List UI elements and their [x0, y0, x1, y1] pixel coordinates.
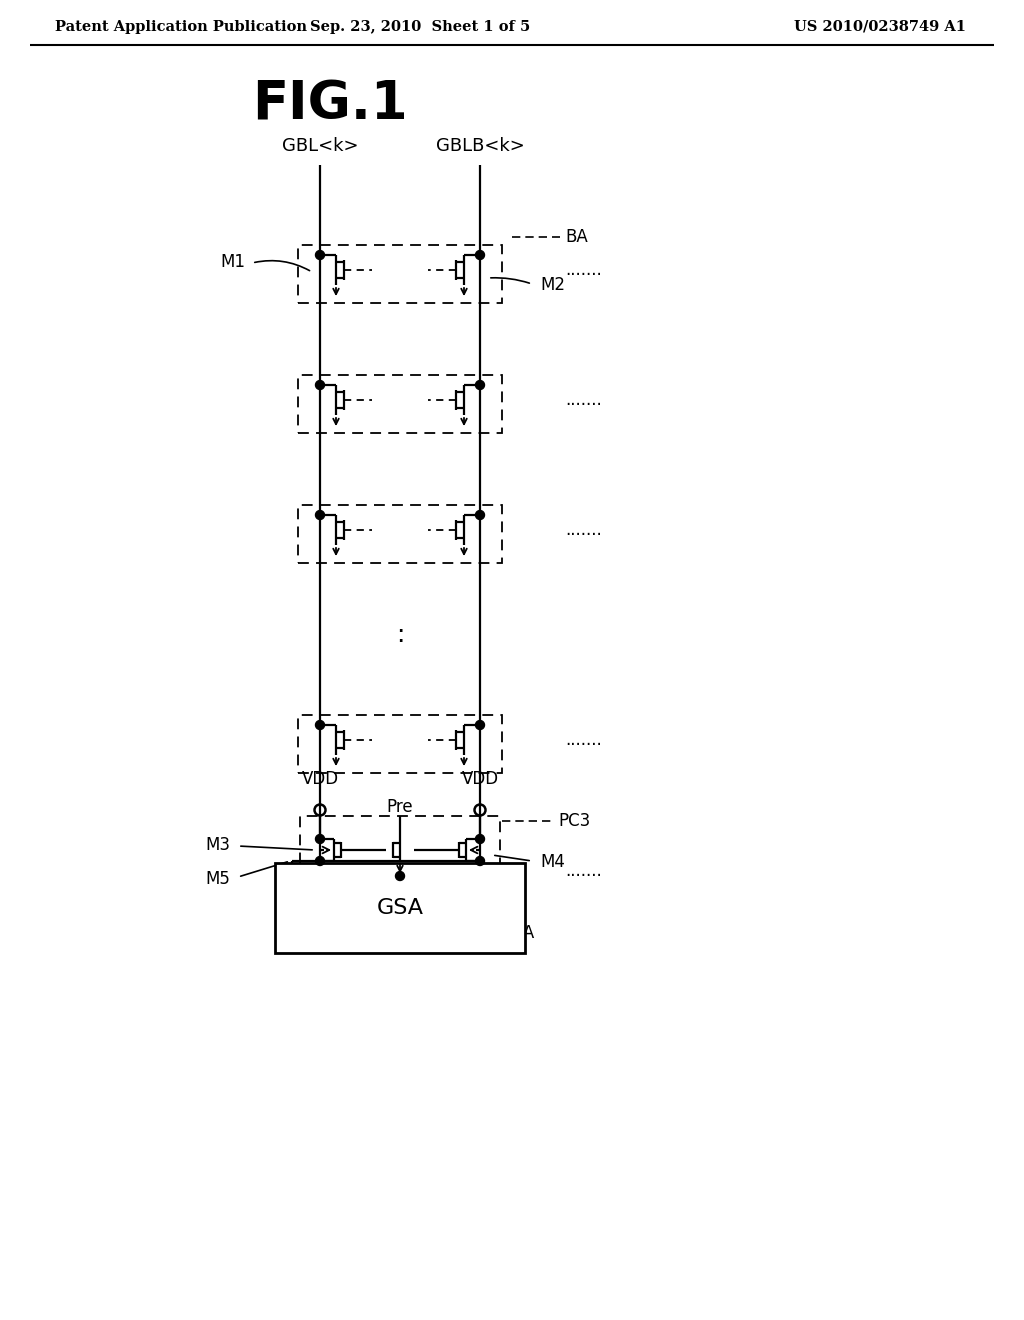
Bar — [275, 863, 525, 953]
Text: VDD: VDD — [462, 770, 499, 788]
Text: FIG.1: FIG.1 — [252, 79, 408, 131]
Circle shape — [315, 251, 325, 260]
Text: GBL<k>: GBL<k> — [282, 137, 358, 154]
Circle shape — [475, 251, 484, 260]
Bar — [300, 816, 500, 884]
Text: M3: M3 — [205, 836, 230, 854]
Text: .......: ....... — [565, 731, 602, 748]
Text: M4: M4 — [540, 853, 565, 871]
Text: GSA: GSA — [377, 898, 424, 917]
Circle shape — [475, 380, 484, 389]
Text: .......: ....... — [565, 862, 602, 880]
Text: :: : — [396, 623, 404, 647]
Text: US 2010/0238749 A1: US 2010/0238749 A1 — [794, 20, 966, 34]
Text: GBLB<k>: GBLB<k> — [435, 137, 524, 154]
Circle shape — [315, 857, 325, 866]
Text: BA: BA — [565, 228, 588, 246]
Text: Sep. 23, 2010  Sheet 1 of 5: Sep. 23, 2010 Sheet 1 of 5 — [310, 20, 530, 34]
Text: .......: ....... — [565, 521, 602, 539]
Bar — [298, 375, 502, 433]
Text: M5: M5 — [205, 870, 230, 888]
Bar — [298, 715, 502, 774]
Text: .......: ....... — [565, 261, 602, 279]
Bar — [298, 506, 502, 564]
Circle shape — [475, 721, 484, 730]
Text: VDD: VDD — [301, 770, 339, 788]
Circle shape — [475, 857, 484, 866]
Circle shape — [315, 834, 325, 843]
Bar — [298, 246, 502, 304]
Circle shape — [315, 380, 325, 389]
Text: M1: M1 — [220, 253, 245, 271]
Circle shape — [475, 834, 484, 843]
Circle shape — [315, 721, 325, 730]
Text: Patent Application Publication: Patent Application Publication — [55, 20, 307, 34]
Text: .......: ....... — [565, 391, 602, 409]
Text: M2: M2 — [540, 276, 565, 294]
Text: PC3: PC3 — [558, 812, 590, 830]
Circle shape — [475, 511, 484, 520]
Text: Pre: Pre — [387, 799, 414, 816]
Circle shape — [315, 511, 325, 520]
Text: GA: GA — [510, 924, 535, 942]
Circle shape — [395, 871, 404, 880]
